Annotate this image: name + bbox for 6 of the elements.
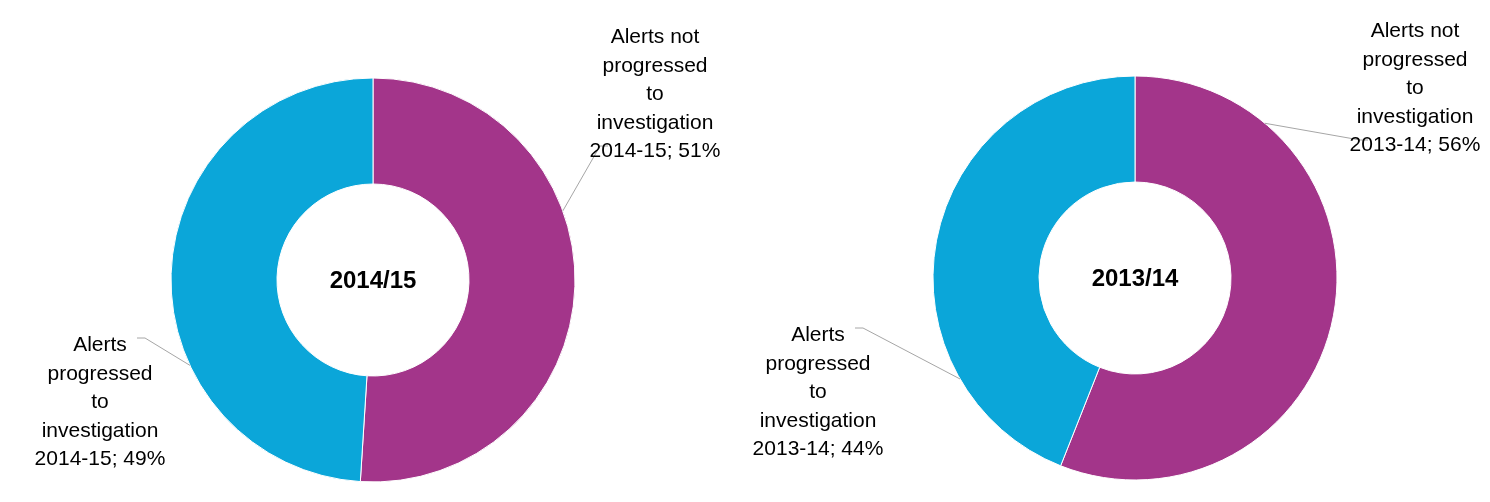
- text: 2013/14: [1091, 264, 1180, 292]
- text: 2014/15: [329, 266, 417, 294]
- slice-label: Alerts progressed to investigation 2013-14; 44%: [752, 322, 884, 459]
- slice-label: Alerts not progressed to investigation 2013-14; 56%: [1349, 18, 1481, 155]
- slice-label: Alerts progressed to investigation 2014-15; 49%: [34, 332, 166, 469]
- slice-label: Alerts not progressed to investigation 2014-15; 51%: [589, 24, 721, 161]
